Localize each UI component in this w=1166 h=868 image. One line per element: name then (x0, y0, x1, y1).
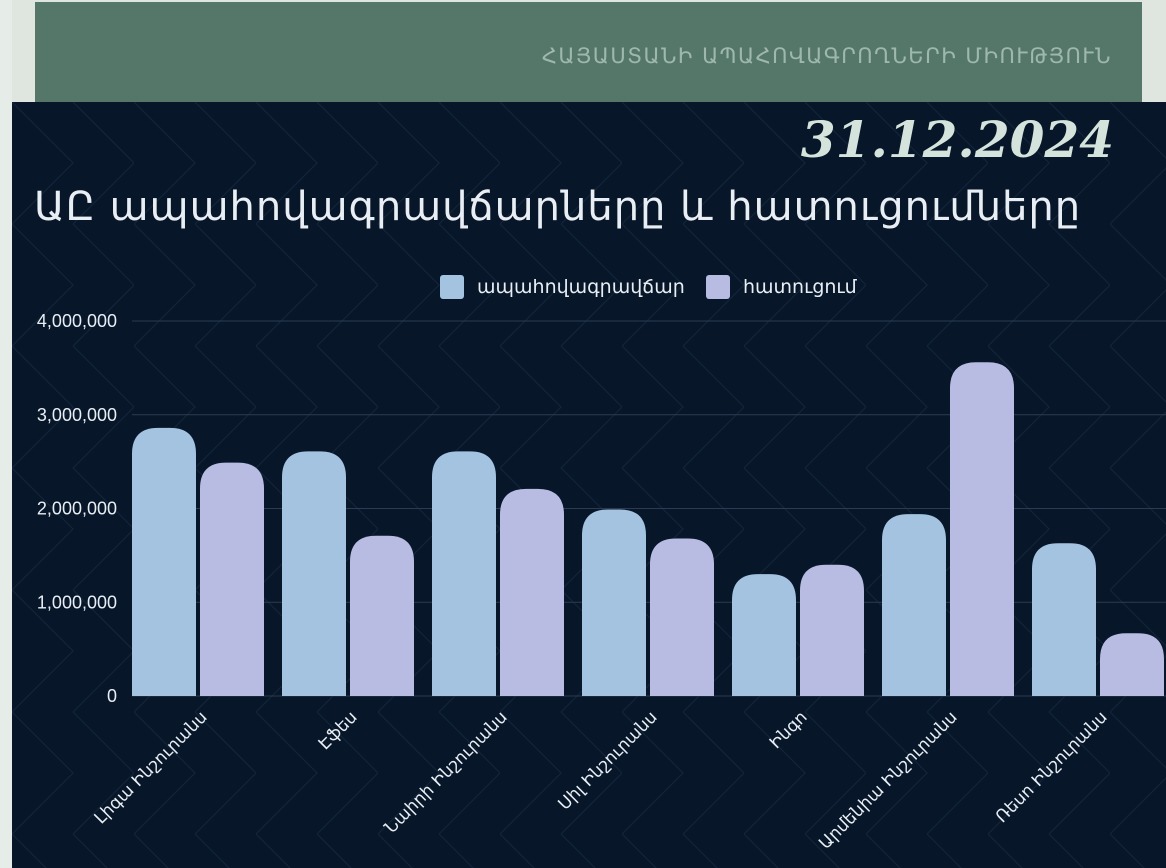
bar-claim (350, 535, 414, 696)
organization-name: ՀԱՅԱՍՏԱՆԻ ԱՊԱՀՈՎԱԳՐՈՂՆԵՐԻ ՄԻՈՒԹՅՈՒՆ (541, 44, 1112, 68)
bar-claim (500, 488, 564, 696)
header-band: ՀԱՅԱՍՏԱՆԻ ԱՊԱՀՈՎԱԳՐՈՂՆԵՐԻ ՄԻՈՒԹՅՈՒՆ (35, 2, 1142, 102)
chart-panel: 0 1,000,000 2,000,000 3,000,000 4,000,000 Լիգ… (12, 102, 1166, 868)
legend-swatch (706, 275, 730, 299)
y-tick-label: 4,000,000 (37, 311, 117, 331)
y-tick-label: 0 (107, 686, 117, 706)
bar-claim (650, 538, 714, 696)
bar-claim (950, 362, 1014, 696)
bar-premium (882, 514, 946, 696)
y-tick-label: 2,000,000 (37, 499, 117, 519)
bar-claim (1100, 633, 1164, 696)
legend-label: ապահովագրավճար (477, 276, 685, 298)
bar-premium (432, 451, 496, 696)
report-date: 31.12.2024 (800, 110, 1114, 169)
left-margin-strip (0, 0, 12, 868)
chart-title: ԱԸ ապահովագրավճարները և հատուցումները (34, 184, 1082, 230)
bar-chart: 01,000,0002,000,0003,000,0004,000,000Լիգ… (12, 102, 1166, 868)
y-tick-label: 1,000,000 (37, 592, 117, 612)
y-tick-label: 3,000,000 (37, 405, 117, 425)
bar-premium (1032, 543, 1096, 696)
legend-swatch (440, 275, 464, 299)
bar-premium (282, 451, 346, 696)
bar-claim (800, 564, 864, 696)
legend-label: հատուցում (743, 276, 858, 298)
bar-premium (582, 509, 646, 696)
bar-premium (732, 574, 796, 696)
bar-claim (200, 462, 264, 696)
bar-premium (132, 427, 196, 696)
